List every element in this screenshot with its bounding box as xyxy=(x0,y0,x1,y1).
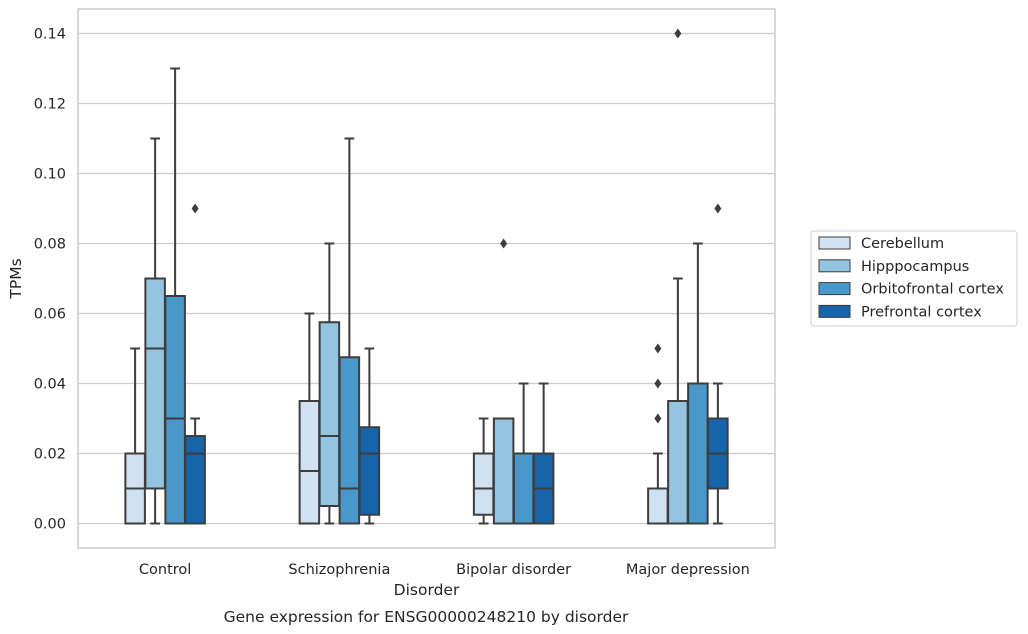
box-hipppocampus xyxy=(492,238,515,525)
y-tick-label: 0.02 xyxy=(34,447,66,463)
iqr-box xyxy=(647,487,669,525)
legend-swatch xyxy=(818,236,851,250)
legend-entry-label: Cerebellum xyxy=(861,236,944,252)
y-tick-label: 0.06 xyxy=(34,307,66,323)
y-tick-label: 0.08 xyxy=(34,237,66,253)
box-cerebellum xyxy=(647,343,669,525)
outlier-point xyxy=(674,28,682,39)
legend-swatch xyxy=(818,259,851,273)
iqr-box xyxy=(512,452,535,525)
legend-entry-label: Prefrontal cortex xyxy=(861,304,982,320)
y-tick-label: 0.00 xyxy=(34,517,66,533)
box-orbitofrontal-cortex xyxy=(512,382,535,525)
box-orbitofrontal-cortex xyxy=(338,137,361,525)
box-hipppocampus xyxy=(144,137,166,525)
box-prefrontal-cortex xyxy=(707,203,729,525)
iqr-box xyxy=(338,356,361,525)
outlier-point xyxy=(654,413,662,424)
outlier-point xyxy=(500,238,508,249)
y-tick-label: 0.10 xyxy=(34,167,66,183)
box-orbitofrontal-cortex xyxy=(164,67,186,525)
box-prefrontal-cortex xyxy=(532,382,555,525)
box-plot-series xyxy=(124,28,729,525)
x-tick-label: Major depression xyxy=(626,562,750,578)
y-axis-label: TPMs xyxy=(7,258,25,299)
x-tick-label: Bipolar disorder xyxy=(456,562,571,578)
y-tick-label: 0.04 xyxy=(34,377,66,393)
x-tick-label: Control xyxy=(139,562,191,578)
iqr-box xyxy=(164,295,186,525)
x-tick-label: Schizophrenia xyxy=(288,562,390,578)
legend-entry-label: Orbitofrontal cortex xyxy=(861,282,1004,298)
iqr-box xyxy=(687,382,709,525)
box-prefrontal-cortex xyxy=(184,203,206,525)
y-tick-label: 0.12 xyxy=(34,97,66,113)
iqr-box xyxy=(318,321,341,507)
box-hipppocampus xyxy=(318,242,341,525)
outlier-point xyxy=(714,203,722,214)
legend: Cerebellum Hipppocampus Orbitofrontal cort… xyxy=(810,230,1018,327)
legend-entry-label: Hipppocampus xyxy=(861,259,969,275)
legend-swatch xyxy=(818,282,851,296)
box-prefrontal-cortex xyxy=(358,347,381,525)
iqr-box xyxy=(667,400,689,525)
y-tick-label: 0.14 xyxy=(34,27,66,43)
box-cerebellum xyxy=(124,347,146,525)
iqr-box xyxy=(472,452,495,516)
iqr-box xyxy=(184,435,206,525)
x-axis-label: Disorder xyxy=(394,581,460,599)
x-axis-ticks: Control Schizophrenia Bipolar disorder Majo… xyxy=(139,562,750,578)
iqr-box xyxy=(144,277,166,490)
y-axis-ticks: 0.00 0.02 0.04 0.06 0.08 0.10 0.12 0.14 xyxy=(34,27,66,533)
box-orbitofrontal-cortex xyxy=(687,242,709,525)
iqr-box xyxy=(358,426,381,516)
iqr-box xyxy=(298,400,321,525)
iqr-box xyxy=(492,417,515,525)
legend-swatch xyxy=(818,304,851,318)
outlier-point xyxy=(654,343,662,354)
plot-area-frame xyxy=(77,8,776,549)
outlier-point xyxy=(654,378,662,389)
box-hipppocampus xyxy=(667,28,689,525)
outlier-point xyxy=(191,203,199,214)
legend-frame xyxy=(810,230,1018,327)
figure-caption: Gene expression for ENSG00000248210 by d… xyxy=(224,608,629,626)
box-cerebellum xyxy=(298,312,321,525)
box-cerebellum xyxy=(472,417,495,525)
